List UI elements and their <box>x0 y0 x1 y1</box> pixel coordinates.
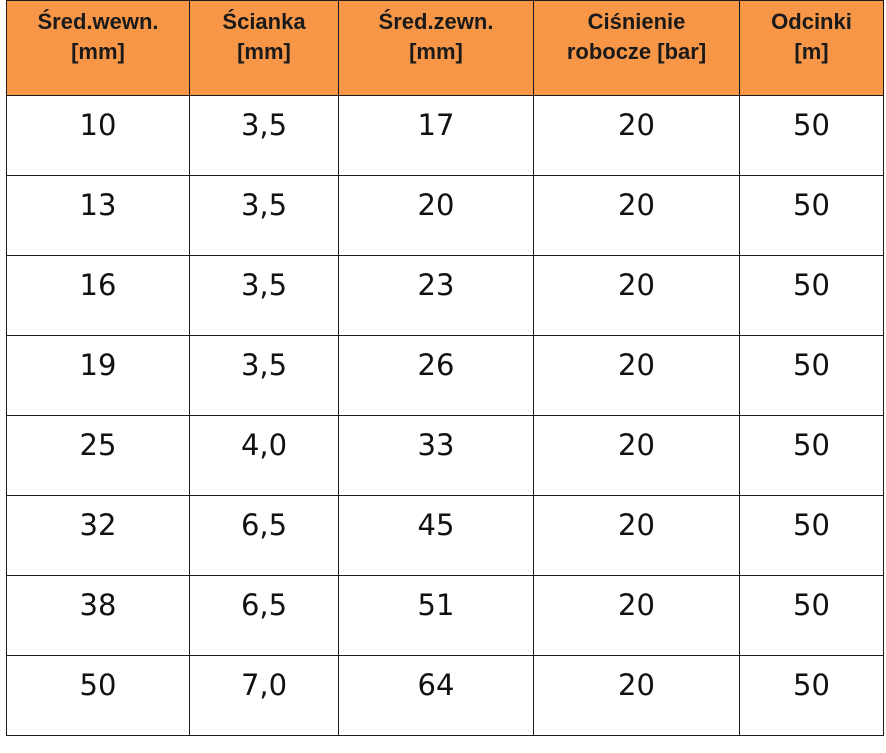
header-wall-line1: Ścianka <box>222 9 306 34</box>
table-row: 25 4,0 33 20 50 <box>6 415 884 496</box>
header-sections-line2: [m] <box>794 39 829 64</box>
table-body: 10 3,5 17 20 50 13 3,5 20 20 50 16 3,5 2… <box>6 95 884 736</box>
table-row: 19 3,5 26 20 50 <box>6 335 884 416</box>
table-header: Śred.wewn. [mm] Ścianka [mm] Śred.zewn. … <box>6 0 884 96</box>
cell-inner-diameter: 16 <box>6 255 190 336</box>
cell-outer-diameter: 23 <box>338 255 534 336</box>
header-wall: Ścianka [mm] <box>189 0 339 96</box>
header-sections-line1: Odcinki <box>771 9 852 34</box>
cell-sections: 50 <box>739 495 884 576</box>
cell-inner-diameter: 38 <box>6 575 190 656</box>
header-inner-diameter: Śred.wewn. [mm] <box>6 0 190 96</box>
hose-spec-table: Śred.wewn. [mm] Ścianka [mm] Śred.zewn. … <box>6 0 884 736</box>
cell-working-pressure: 20 <box>533 95 740 176</box>
cell-working-pressure: 20 <box>533 175 740 256</box>
table-row: 10 3,5 17 20 50 <box>6 95 884 176</box>
cell-wall: 6,5 <box>189 575 339 656</box>
cell-inner-diameter: 32 <box>6 495 190 576</box>
cell-outer-diameter: 51 <box>338 575 534 656</box>
cell-outer-diameter: 17 <box>338 95 534 176</box>
cell-working-pressure: 20 <box>533 255 740 336</box>
cell-wall: 3,5 <box>189 95 339 176</box>
header-outer-diameter: Śred.zewn. [mm] <box>338 0 534 96</box>
header-working-pressure-line2: robocze [bar] <box>566 39 707 64</box>
cell-outer-diameter: 45 <box>338 495 534 576</box>
header-inner-diameter-line2: [mm] <box>71 39 125 64</box>
cell-outer-diameter: 26 <box>338 335 534 416</box>
cell-sections: 50 <box>739 655 884 736</box>
cell-outer-diameter: 20 <box>338 175 534 256</box>
cell-working-pressure: 20 <box>533 415 740 496</box>
cell-inner-diameter: 10 <box>6 95 190 176</box>
header-row: Śred.wewn. [mm] Ścianka [mm] Śred.zewn. … <box>6 0 884 96</box>
cell-outer-diameter: 33 <box>338 415 534 496</box>
cell-working-pressure: 20 <box>533 335 740 416</box>
header-working-pressure-line1: Ciśnienie <box>587 9 686 34</box>
header-sections: Odcinki [m] <box>739 0 884 96</box>
cell-sections: 50 <box>739 95 884 176</box>
cell-outer-diameter: 64 <box>338 655 534 736</box>
cell-working-pressure: 20 <box>533 495 740 576</box>
cell-wall: 4,0 <box>189 415 339 496</box>
cell-sections: 50 <box>739 335 884 416</box>
cell-sections: 50 <box>739 415 884 496</box>
cell-sections: 50 <box>739 175 884 256</box>
cell-inner-diameter: 13 <box>6 175 190 256</box>
header-outer-diameter-line2: [mm] <box>409 39 463 64</box>
table-row: 16 3,5 23 20 50 <box>6 255 884 336</box>
header-wall-line2: [mm] <box>237 39 291 64</box>
cell-wall: 3,5 <box>189 335 339 416</box>
cell-sections: 50 <box>739 575 884 656</box>
header-working-pressure: Ciśnienie robocze [bar] <box>533 0 740 96</box>
cell-inner-diameter: 50 <box>6 655 190 736</box>
cell-inner-diameter: 19 <box>6 335 190 416</box>
table-row: 13 3,5 20 20 50 <box>6 175 884 256</box>
cell-wall: 6,5 <box>189 495 339 576</box>
table-row: 38 6,5 51 20 50 <box>6 575 884 656</box>
cell-wall: 7,0 <box>189 655 339 736</box>
table-row: 50 7,0 64 20 50 <box>6 655 884 736</box>
cell-wall: 3,5 <box>189 175 339 256</box>
cell-working-pressure: 20 <box>533 655 740 736</box>
header-inner-diameter-line1: Śred.wewn. <box>37 9 159 34</box>
table-row: 32 6,5 45 20 50 <box>6 495 884 576</box>
hose-spec-table-container: Śred.wewn. [mm] Ścianka [mm] Śred.zewn. … <box>6 0 884 736</box>
header-outer-diameter-line1: Śred.zewn. <box>378 9 494 34</box>
cell-inner-diameter: 25 <box>6 415 190 496</box>
cell-sections: 50 <box>739 255 884 336</box>
cell-working-pressure: 20 <box>533 575 740 656</box>
cell-wall: 3,5 <box>189 255 339 336</box>
